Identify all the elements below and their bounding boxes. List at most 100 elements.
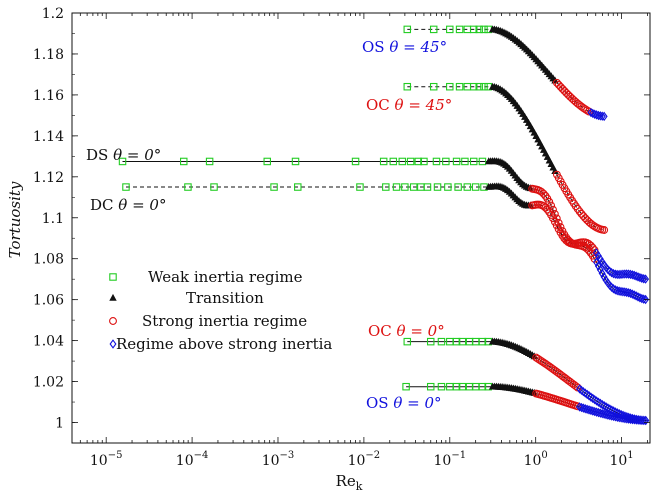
legend-item: Strong inertia regime <box>109 312 307 330</box>
weak-inertia-marker <box>469 25 478 34</box>
weak-inertia-marker <box>184 183 192 191</box>
weak-inertia-marker <box>414 157 423 166</box>
above-strong-inertia-marker <box>604 410 612 420</box>
y-tick-label: 1.06 <box>33 293 64 309</box>
above-strong-inertia-marker <box>585 391 593 401</box>
strong-inertia-marker <box>588 243 597 252</box>
above-strong-inertia-marker <box>583 389 591 400</box>
strong-inertia-marker <box>564 238 573 247</box>
weak-inertia-marker <box>205 157 214 166</box>
legend-label: Transition <box>186 289 264 307</box>
legend-label: Weak inertia regime <box>148 268 303 286</box>
y-tick-label: 1.08 <box>33 252 64 268</box>
curve-label-DC0: DC θ = 0° <box>90 196 166 214</box>
weak-inertia-marker <box>478 337 487 346</box>
weak-inertia-marker <box>122 183 130 191</box>
weak-inertia-marker <box>426 382 435 391</box>
above-strong-inertia-marker <box>628 289 636 299</box>
weak-inertia-marker <box>437 382 446 391</box>
above-strong-inertia-marker <box>636 293 644 303</box>
curve-OC45 <box>403 82 609 234</box>
curve-OS45 <box>403 25 608 122</box>
above-strong-inertia-marker <box>593 110 601 120</box>
above-strong-inertia-marker <box>626 288 634 299</box>
above-strong-inertia-marker <box>640 274 648 284</box>
weak-inertia-marker <box>356 183 364 191</box>
above-strong-inertia-marker <box>576 402 584 412</box>
above-strong-inertia-marker <box>576 384 584 394</box>
weak-inertia-marker <box>454 183 462 191</box>
y-tick-label: 1.1 <box>42 211 64 227</box>
weak-inertia-marker <box>420 157 428 166</box>
weak-inertia-marker <box>392 183 401 191</box>
above-strong-inertia-marker <box>600 111 608 122</box>
y-tick-label: 1.16 <box>33 88 64 104</box>
y-tick-label: 1.12 <box>33 170 64 186</box>
weak-inertia-marker <box>475 25 483 34</box>
strong-inertia-marker <box>539 189 548 198</box>
above-strong-inertia-marker <box>608 282 616 292</box>
weak-inertia-marker <box>180 157 188 166</box>
curve-label-DS0: DS θ = 0° <box>86 146 161 164</box>
x-tick-label: 10−4 <box>176 450 209 469</box>
above-strong-inertia-marker <box>589 393 597 404</box>
above-strong-inertia-marker <box>595 407 602 418</box>
above-strong-inertia-marker <box>598 408 606 419</box>
above-strong-inertia-marker <box>611 285 619 295</box>
above-strong-inertia-marker <box>608 267 616 278</box>
strong-inertia-marker <box>575 207 584 216</box>
weak-inertia-marker <box>398 157 407 166</box>
strong-inertia-marker <box>583 106 592 115</box>
legend-label: Strong inertia regime <box>142 312 307 330</box>
weak-inertia-marker <box>426 337 435 346</box>
weak-inertia-marker <box>379 157 388 166</box>
weak-inertia-marker <box>118 157 127 166</box>
y-axis-title: Tortuosity <box>6 181 24 258</box>
above-strong-inertia-marker <box>600 409 608 419</box>
above-strong-inertia-marker <box>642 274 650 284</box>
x-tick-label: 10−1 <box>433 450 466 469</box>
strong-inertia-marker <box>600 226 609 234</box>
above-strong-inertia-marker <box>591 109 599 119</box>
transition-marker <box>551 167 559 175</box>
above-strong-inertia-marker <box>589 406 597 416</box>
weak-inertia-marker <box>423 183 432 191</box>
legend-item: Transition <box>109 289 264 307</box>
weak-inertia-marker <box>429 25 438 34</box>
weak-inertia-marker <box>458 382 467 391</box>
above-strong-inertia-marker <box>625 288 633 298</box>
above-strong-inertia-marker <box>632 291 640 301</box>
weak-inertia-marker <box>294 183 302 191</box>
curve-annotations: OS θ = 45° OC θ = 45° DS θ = 0° DC θ = 0° OC… <box>86 38 452 412</box>
above-strong-inertia-marker <box>640 294 648 304</box>
above-strong-inertia-marker <box>609 284 617 294</box>
above-strong-inertia-marker <box>630 290 638 300</box>
x-axis-title: Rek <box>336 472 363 493</box>
above-strong-inertia-marker <box>583 404 591 415</box>
weak-inertia-marker <box>461 157 469 166</box>
legend-marker-square <box>109 273 117 281</box>
above-strong-inertia-marker <box>598 399 606 410</box>
weak-inertia-marker <box>402 382 410 391</box>
above-strong-inertia-marker <box>606 404 614 414</box>
above-strong-inertia-marker <box>585 405 593 415</box>
weak-inertia-marker <box>210 183 218 191</box>
weak-inertia-marker <box>432 157 441 166</box>
curve-label-OC45: OC θ = 45° <box>366 96 452 114</box>
weak-inertia-marker <box>291 157 300 166</box>
legend-marker-circle <box>109 317 117 325</box>
legend-marker-triangle <box>109 293 117 301</box>
weak-inertia-marker <box>263 157 272 166</box>
above-strong-inertia-marker <box>594 261 602 271</box>
weak-inertia-marker <box>444 183 452 191</box>
above-strong-inertia-marker <box>587 107 595 118</box>
weak-inertia-marker <box>401 183 409 191</box>
above-strong-inertia-marker <box>634 292 642 302</box>
weak-inertia-marker <box>475 82 483 91</box>
y-tick-label: 1.14 <box>33 129 64 145</box>
above-strong-inertia-marker <box>596 398 604 409</box>
above-strong-inertia-marker <box>577 402 585 413</box>
weak-inertia-marker <box>471 183 480 191</box>
x-tick-label: 10−2 <box>348 450 381 469</box>
